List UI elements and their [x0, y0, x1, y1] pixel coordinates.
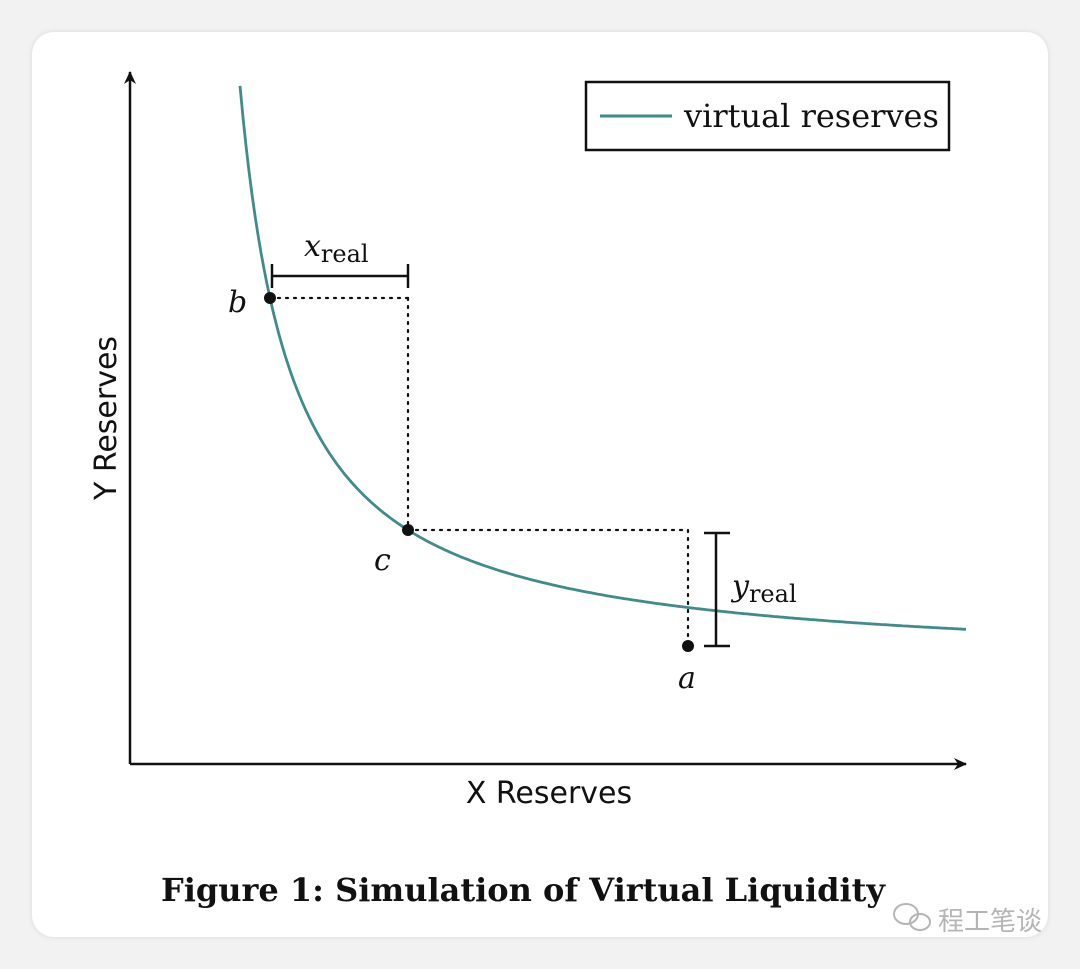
x-real-label: xreal [304, 229, 369, 268]
point-b-marker [264, 292, 276, 304]
figure-caption: Figure 1: Simulation of Virtual Liquidit… [161, 871, 886, 909]
legend-label: virtual reserves [683, 97, 939, 135]
dotted-guides [268, 296, 690, 648]
point-b-label: b [228, 285, 247, 320]
y-real-label: yreal [730, 569, 797, 608]
x-axis-title: X Reserves [466, 776, 632, 811]
y-axis-title: Y Reserves [89, 336, 124, 501]
figure-card [32, 32, 1048, 937]
wechat-icon [893, 903, 931, 931]
watermark-text: 程工笔谈 [938, 907, 1042, 937]
point-c-marker [402, 524, 414, 536]
point-a-label: a [678, 661, 696, 696]
y-real-bracket [704, 531, 730, 648]
point-a-marker [682, 640, 694, 652]
point-c-label: c [374, 543, 391, 578]
virtual-reserves-curve [238, 85, 967, 631]
x-real-bracket [270, 264, 410, 288]
